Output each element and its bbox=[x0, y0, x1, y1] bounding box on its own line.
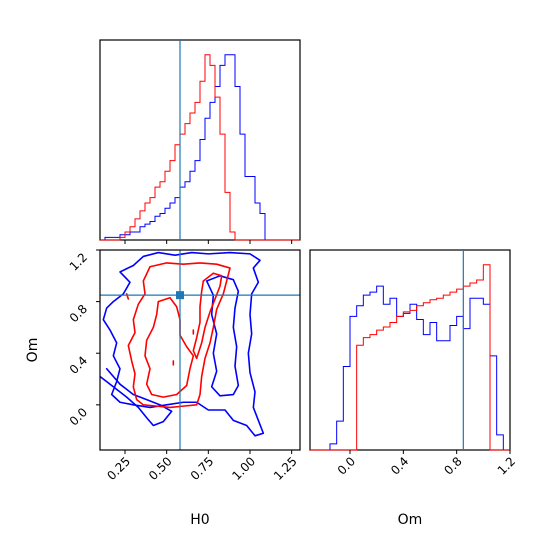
joint-frame bbox=[99, 249, 301, 451]
contour-line-2 bbox=[100, 367, 173, 427]
h0-histogram-series-0 bbox=[100, 54, 300, 241]
axis-labels: H0 Om Om bbox=[25, 338, 422, 528]
om-hist-xtick-label-3: 1.2 bbox=[495, 454, 518, 477]
contour-line-3 bbox=[127, 262, 231, 409]
h0-histogram-frame bbox=[99, 39, 301, 241]
om-hist-xtick-label-2: 0.8 bbox=[441, 454, 464, 477]
om-hist-xtick-label-0: 0.0 bbox=[335, 454, 358, 477]
joint-xtick-label-2: 0.75 bbox=[188, 454, 217, 483]
om-histogram-frame bbox=[309, 249, 511, 451]
contour-line-1 bbox=[205, 275, 240, 397]
om-histogram-series-0 bbox=[310, 285, 510, 451]
h0-histogram-panel bbox=[99, 39, 301, 244]
x-axis-label-h0: H0 bbox=[190, 512, 209, 528]
joint-ytick-label-1: 0.4 bbox=[67, 353, 90, 376]
joint-truth-marker bbox=[176, 291, 184, 300]
joint-ytick-label-0: 0.0 bbox=[67, 405, 90, 428]
joint-xtick-label-3: 1.00 bbox=[229, 454, 258, 483]
om-histogram-series-1 bbox=[310, 264, 510, 451]
om-histogram-panel: 0.0 0.4 0.8 1.2 bbox=[309, 249, 518, 478]
joint-ytick-label-3: 1.2 bbox=[67, 250, 90, 273]
joint-ytick-label-2: 0.8 bbox=[67, 302, 90, 325]
contour-line-4 bbox=[144, 296, 195, 398]
h0-om-contour-panel: 0.25 0.50 0.75 1.00 1.25 0.0 0.4 0.8 1.2 bbox=[67, 249, 301, 483]
contour-layer bbox=[100, 251, 265, 437]
y-axis-label-om: Om bbox=[25, 338, 41, 363]
contour-line-0 bbox=[102, 251, 265, 437]
joint-xtick-label-4: 1.25 bbox=[271, 454, 300, 483]
contour-line-5 bbox=[192, 272, 223, 360]
om-hist-xtick-label-1: 0.4 bbox=[388, 454, 411, 477]
joint-xtick-label-1: 0.50 bbox=[146, 454, 175, 483]
h0-histogram-series-1 bbox=[100, 54, 300, 241]
joint-xtick-label-0: 0.25 bbox=[104, 454, 133, 483]
x-axis-label-om: Om bbox=[398, 512, 423, 528]
